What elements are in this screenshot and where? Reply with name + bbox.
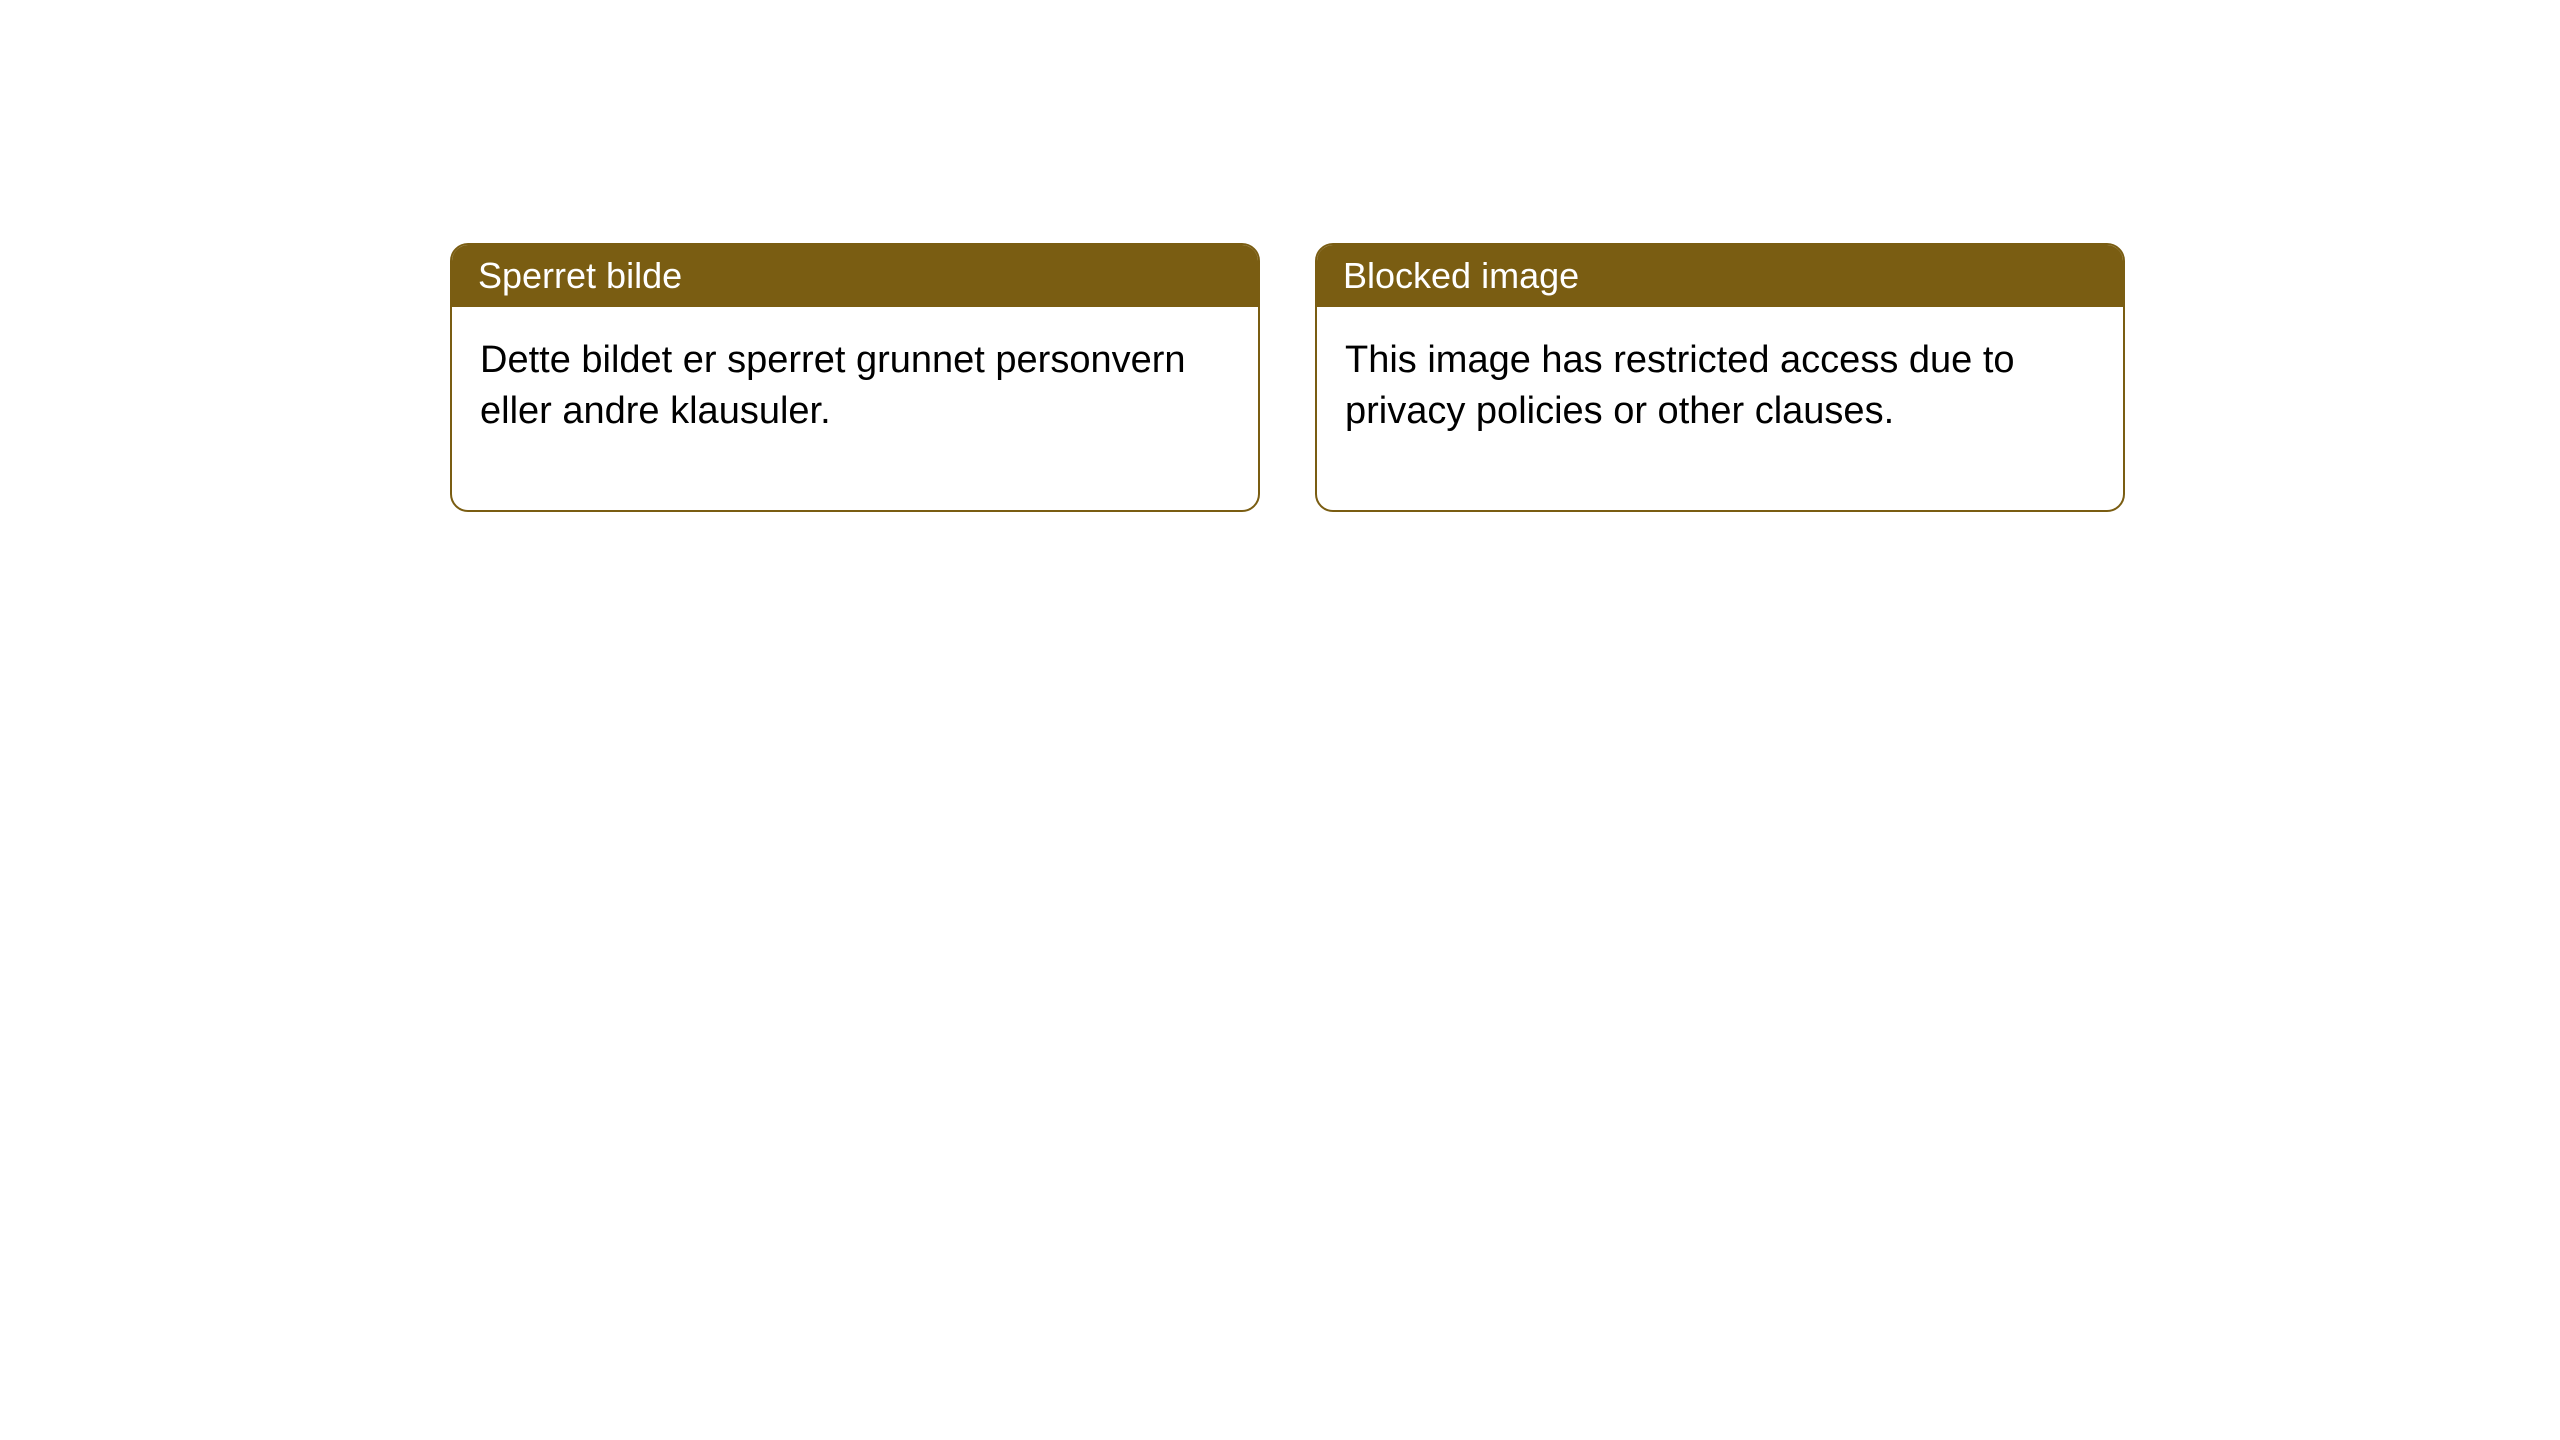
- notice-card-norwegian: Sperret bilde Dette bildet er sperret gr…: [450, 243, 1260, 512]
- notice-message: Dette bildet er sperret grunnet personve…: [480, 339, 1186, 432]
- notice-container: Sperret bilde Dette bildet er sperret gr…: [0, 0, 2560, 512]
- notice-card-english: Blocked image This image has restricted …: [1315, 243, 2125, 512]
- notice-header: Blocked image: [1317, 245, 2123, 307]
- notice-title: Blocked image: [1343, 255, 1579, 296]
- notice-body: Dette bildet er sperret grunnet personve…: [452, 307, 1258, 510]
- notice-header: Sperret bilde: [452, 245, 1258, 307]
- notice-title: Sperret bilde: [478, 255, 682, 296]
- notice-message: This image has restricted access due to …: [1345, 339, 2015, 432]
- notice-body: This image has restricted access due to …: [1317, 307, 2123, 510]
